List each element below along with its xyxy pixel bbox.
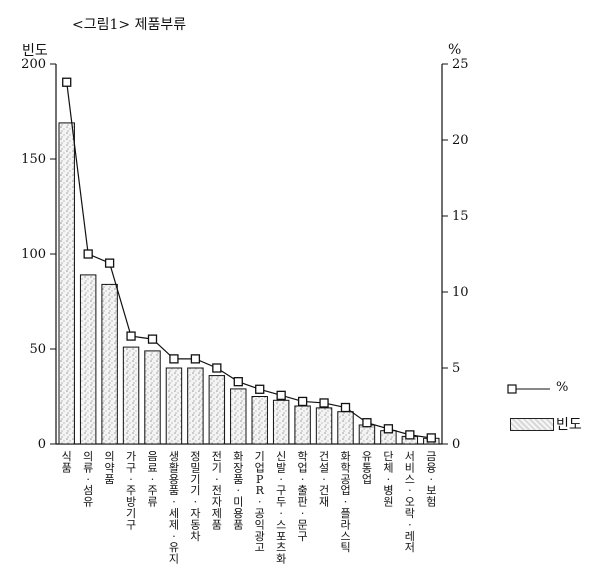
- bar-4: [144, 350, 161, 445]
- bar-11: [294, 405, 311, 445]
- bar-7: [208, 375, 226, 445]
- bar-10: [272, 399, 290, 445]
- percent-point-4: [147, 334, 158, 344]
- legend-bar-swatch: [510, 418, 554, 431]
- bar-12: [315, 407, 333, 445]
- legend-bar-label: 빈도: [556, 417, 582, 433]
- x-tick-label-9: 기 업 P R · 공 익 광 고: [255, 450, 265, 554]
- y2-tick-label: 0: [452, 437, 460, 452]
- y-tick-label: 0: [38, 437, 46, 452]
- percent-point-14: [362, 418, 372, 428]
- bar-13: [337, 411, 354, 445]
- x-tick-label-1: 의 류 · 섬 유: [83, 450, 93, 509]
- percent-point-12: [319, 398, 329, 408]
- y-axis-label: 빈도: [22, 43, 48, 59]
- bar-8: [230, 388, 247, 445]
- percent-point-11: [297, 396, 308, 407]
- percent-line: [66, 82, 432, 439]
- percent-point-8: [233, 377, 243, 387]
- x-tick-label-11: 학 업 · 출 판 · 문 구: [298, 450, 308, 543]
- figure-title: <그림1> 제품부류: [72, 17, 187, 33]
- x-tick-label-10: 신 발 · 구 두 · 스 포 츠 화: [276, 450, 286, 566]
- percent-point-5: [169, 354, 179, 364]
- x-tick-label-16: 서 비 스 · 오 락 · 레 저: [405, 450, 415, 554]
- bar-1: [79, 274, 97, 445]
- percent-point-7: [212, 363, 222, 373]
- bar-6: [187, 367, 204, 445]
- x-tick-label-5: 생 활 용 품 · 세 제 · 유 지: [169, 450, 179, 566]
- percent-point-16: [405, 430, 415, 440]
- x-tick-label-12: 건 설 · 건 재: [319, 450, 329, 509]
- y2-tick-label: 20: [452, 133, 469, 148]
- bar-9: [251, 396, 268, 445]
- x-tick-label-17: 금 융 · 보 험: [426, 450, 436, 509]
- x-tick-label-3: 가 구 · 주 방 기 구: [126, 450, 136, 531]
- percent-point-1: [83, 249, 93, 259]
- x-tick-label-6: 정 밀 기 기 · 자 동 차: [190, 450, 200, 543]
- bar-2: [101, 283, 118, 445]
- percent-point-10: [276, 390, 286, 401]
- legend: % 빈도: [506, 380, 598, 440]
- y2-tick-label: 10: [452, 285, 469, 300]
- y-tick-label: 50: [29, 342, 46, 357]
- percent-point-3: [126, 331, 136, 341]
- percent-point-17: [426, 433, 436, 443]
- bar-5: [165, 367, 183, 445]
- percent-point-2: [104, 258, 115, 268]
- bar-14: [358, 424, 376, 445]
- x-tick-label-13: 화 학 공 업 · 플 라 스 틱: [340, 450, 350, 554]
- legend-line-label: %: [556, 380, 569, 395]
- y-tick-label: 100: [21, 247, 46, 262]
- percent-point-9: [255, 384, 265, 394]
- percent-point-6: [190, 354, 201, 364]
- y2-tick-label: 25: [452, 57, 469, 72]
- legend-line-marker: [507, 384, 550, 394]
- y-tick-label: 200: [21, 57, 46, 72]
- x-tick-label-7: 전 기 · 전 자 제 품: [212, 450, 222, 531]
- x-tick-label-4: 음 료 · 주 류: [147, 450, 157, 509]
- y2-tick-label: 5: [452, 361, 460, 376]
- y2-tick-label: 15: [452, 209, 469, 224]
- percent-point-15: [383, 424, 394, 434]
- bar-0: [58, 122, 75, 445]
- percent-point-0: [62, 77, 72, 87]
- y2-axis-label: %: [448, 42, 462, 58]
- x-tick-label-15: 단 체 · 병 원: [383, 450, 393, 509]
- bar-3: [122, 346, 140, 445]
- x-tick-label-8: 화 장 품 · 미 용 품: [233, 450, 243, 531]
- percent-point-13: [340, 402, 351, 413]
- y-tick-label: 150: [21, 152, 46, 167]
